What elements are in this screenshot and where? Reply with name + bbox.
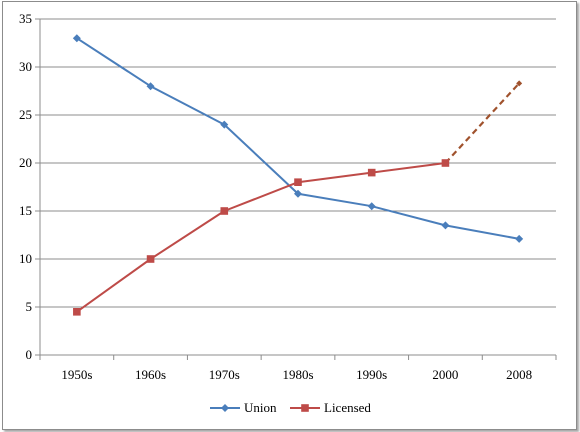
- data-point: [367, 202, 376, 211]
- x-tick-label: 1980s: [282, 367, 313, 382]
- legend-label: Union: [244, 400, 277, 415]
- data-point: [220, 207, 229, 215]
- data-point: [301, 404, 309, 412]
- gridlines: [40, 18, 556, 308]
- data-point: [294, 189, 302, 198]
- data-point: [221, 404, 229, 412]
- data-point: [146, 82, 155, 91]
- data-point: [515, 234, 524, 243]
- y-tick-label: 0: [26, 347, 33, 362]
- series-line-dashed: [444, 82, 520, 164]
- data-point: [73, 308, 81, 316]
- x-tick-label: 2000: [432, 367, 458, 382]
- data-point: [72, 34, 81, 43]
- y-tick-label: 15: [19, 203, 32, 218]
- data-point: [294, 178, 302, 186]
- y-tick-label: 20: [19, 155, 32, 170]
- series-union: [72, 34, 524, 243]
- y-tick-label: 35: [19, 11, 32, 26]
- y-tick-label: 10: [19, 251, 32, 266]
- x-tick-label: 1970s: [209, 367, 240, 382]
- legend-item-union: Union: [210, 400, 277, 415]
- y-tick-label: 25: [19, 107, 32, 122]
- data-point: [441, 221, 450, 230]
- data-point: [441, 159, 450, 167]
- legend-label: Licensed: [324, 400, 371, 415]
- data-point: [516, 80, 523, 87]
- y-tick-label: 5: [26, 299, 33, 314]
- legend-item-licensed: Licensed: [290, 400, 371, 415]
- x-tick-label: 1950s: [61, 367, 92, 382]
- series-line: [76, 37, 520, 240]
- data-point: [220, 120, 229, 129]
- axes: 0 5 10 15 20 25 30 35 1950s 1960s 1970s 1980s 1990s 2…: [19, 11, 557, 382]
- data-point: [367, 168, 376, 177]
- y-tick-label: 30: [19, 59, 32, 74]
- series: [72, 34, 524, 316]
- legend: Union Licensed: [210, 400, 371, 415]
- series-licensed: [73, 80, 523, 316]
- x-tick-label: 1960s: [135, 367, 166, 382]
- x-tick-label: 2008: [506, 367, 532, 382]
- x-tick-label: 1990s: [356, 367, 387, 382]
- series-line: [76, 162, 446, 313]
- data-point: [146, 255, 155, 263]
